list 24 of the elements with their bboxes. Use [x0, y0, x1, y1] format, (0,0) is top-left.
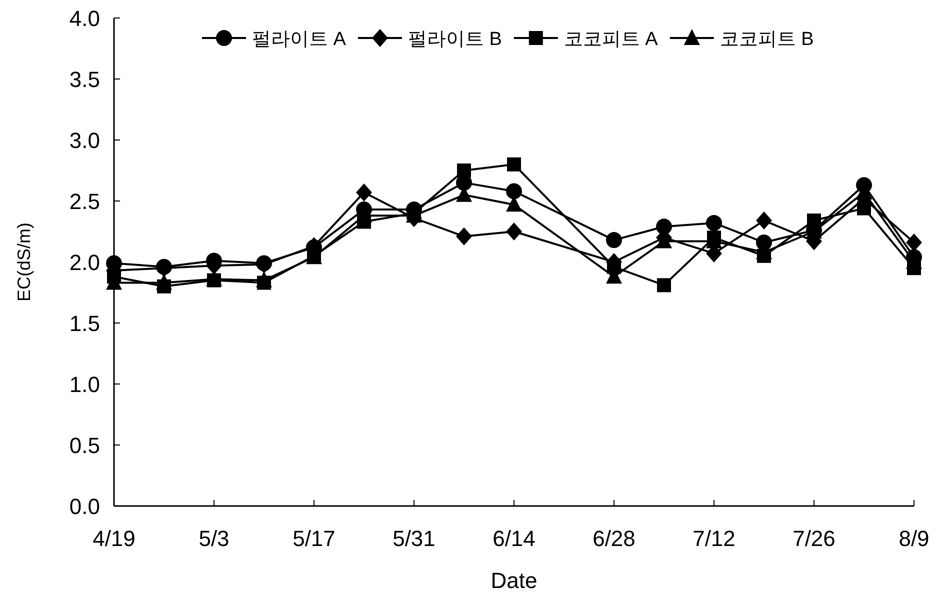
x-tick-label: 6/28 [592, 526, 636, 551]
y-tick-label: 0.0 [69, 494, 100, 519]
y-tick-label: 2.5 [69, 189, 100, 214]
legend-label: 코코피트 A [564, 29, 658, 50]
legend-label: 펄라이트 B [408, 29, 502, 50]
y-tick-label: 0.5 [69, 433, 100, 458]
y-tick-label: 1.5 [69, 311, 100, 336]
y-tick-label: 3.5 [69, 67, 100, 92]
y-tick-label: 2.0 [69, 250, 100, 275]
y-tick-label: 3.0 [69, 128, 100, 153]
x-axis-title: Date [490, 568, 538, 593]
y-tick-label: 1.0 [69, 372, 100, 397]
x-tick-label: 7/26 [792, 526, 836, 551]
y-axis-title: EC(dS/m) [14, 222, 34, 302]
legend-label: 코코피트 B [720, 29, 814, 50]
x-tick-label: 5/3 [198, 526, 230, 551]
x-tick-label: 5/17 [292, 526, 336, 551]
legend-label: 펄라이트 A [252, 29, 346, 50]
x-tick-label: 8/9 [898, 526, 930, 551]
x-tick-label: 5/31 [392, 526, 436, 551]
x-tick-label: 7/12 [692, 526, 736, 551]
x-tick-label: 6/14 [492, 526, 536, 551]
y-tick-label: 4.0 [69, 6, 100, 31]
x-tick-label: 4/19 [92, 526, 136, 551]
